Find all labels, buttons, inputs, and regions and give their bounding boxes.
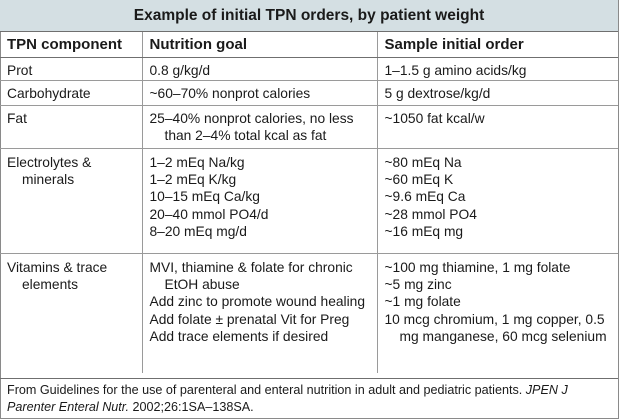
table-row: Electrolytes & minerals 1–2 mEq Na/kg 1–… [0, 148, 618, 254]
component-cell: Fat [0, 105, 142, 149]
journal-name: JPEN J Parenter Enteral Nutr. [7, 383, 568, 414]
header-row: TPN component Nutrition goal Sample init… [0, 31, 618, 58]
goal-cell: 25–40% nonprot calories, no less than 2–… [141, 105, 377, 149]
tpn-orders-table: TPN component Nutrition goal Sample init… [0, 31, 618, 373]
goal-cell: 1–2 mEq Na/kg 1–2 mEq K/kg 10–15 mEq Ca/… [141, 148, 377, 254]
table-row: Prot 0.8 g/kg/d 1–1.5 g amino acids/kg [0, 57, 618, 81]
source-footnote: From Guidelines for the use of parentera… [0, 378, 618, 419]
component-cell: Vitamins & trace elements [0, 253, 142, 373]
goal-cell: MVI, thiamine & folate for chronic EtOH … [141, 253, 377, 373]
table-row: Fat 25–40% nonprot calories, no less tha… [0, 105, 618, 149]
order-cell: 5 g dextrose/kg/d [376, 80, 618, 106]
column-header-goal: Nutrition goal [141, 31, 377, 58]
goal-cell: ~60–70% nonprot calories [141, 80, 377, 106]
order-cell: ~100 mg thiamine, 1 mg folate ~5 mg zinc… [376, 253, 618, 373]
component-cell: Carbohydrate [0, 80, 142, 106]
order-cell: 1–1.5 g amino acids/kg [376, 57, 618, 81]
component-cell: Electrolytes & minerals [0, 148, 142, 254]
goal-cell: 0.8 g/kg/d [141, 57, 377, 81]
component-cell: Prot [0, 57, 142, 81]
column-header-order: Sample initial order [376, 31, 618, 58]
column-header-component: TPN component [0, 31, 142, 58]
order-cell: ~80 mEq Na ~60 mEq K ~9.6 mEq Ca ~28 mmo… [376, 148, 618, 254]
table-row: Carbohydrate ~60–70% nonprot calories 5 … [0, 80, 618, 106]
order-cell: ~1050 fat kcal/w [376, 105, 618, 149]
table-row: Vitamins & trace elements MVI, thiamine … [0, 253, 618, 373]
table-title: Example of initial TPN orders, by patien… [0, 0, 618, 31]
